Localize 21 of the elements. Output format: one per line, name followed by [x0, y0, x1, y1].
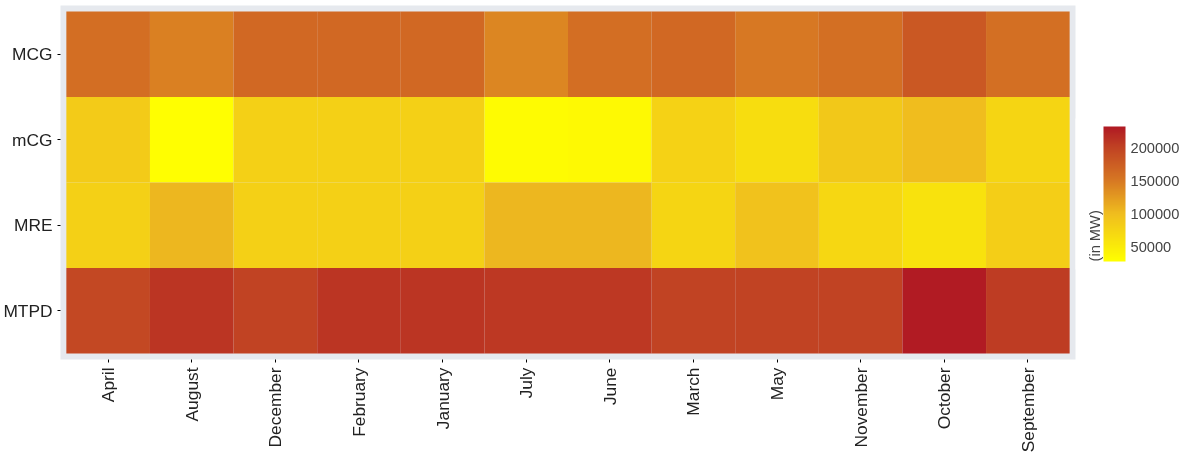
y-tick-label: mCG [12, 129, 53, 150]
x-tick-label: January [432, 367, 453, 430]
x-tick-label: February [348, 367, 369, 437]
color-bar-label: 150000 [1130, 172, 1180, 189]
x-tick-label: April [98, 367, 119, 403]
y-tick-label: MCG [12, 44, 53, 65]
x-tick-label: November [850, 367, 871, 448]
x-tick-label: March [683, 367, 704, 416]
x-tick-label: July [516, 367, 537, 399]
x-tick-label: June [599, 367, 620, 406]
x-tick-label: December [265, 367, 286, 448]
x-tick-label: September [1017, 367, 1038, 453]
x-tick-label: October [934, 367, 955, 430]
color-bar-label: 200000 [1130, 139, 1180, 156]
x-tick-label: August [181, 367, 202, 422]
color-bar-label: 50000 [1130, 238, 1172, 255]
color-bar-title: (in MW) [1086, 210, 1103, 262]
y-tick-label: MTPD [3, 300, 53, 321]
y-tick-label: MRE [13, 215, 53, 236]
color-bar-label: 100000 [1130, 205, 1180, 222]
x-tick-label: May [767, 367, 788, 401]
